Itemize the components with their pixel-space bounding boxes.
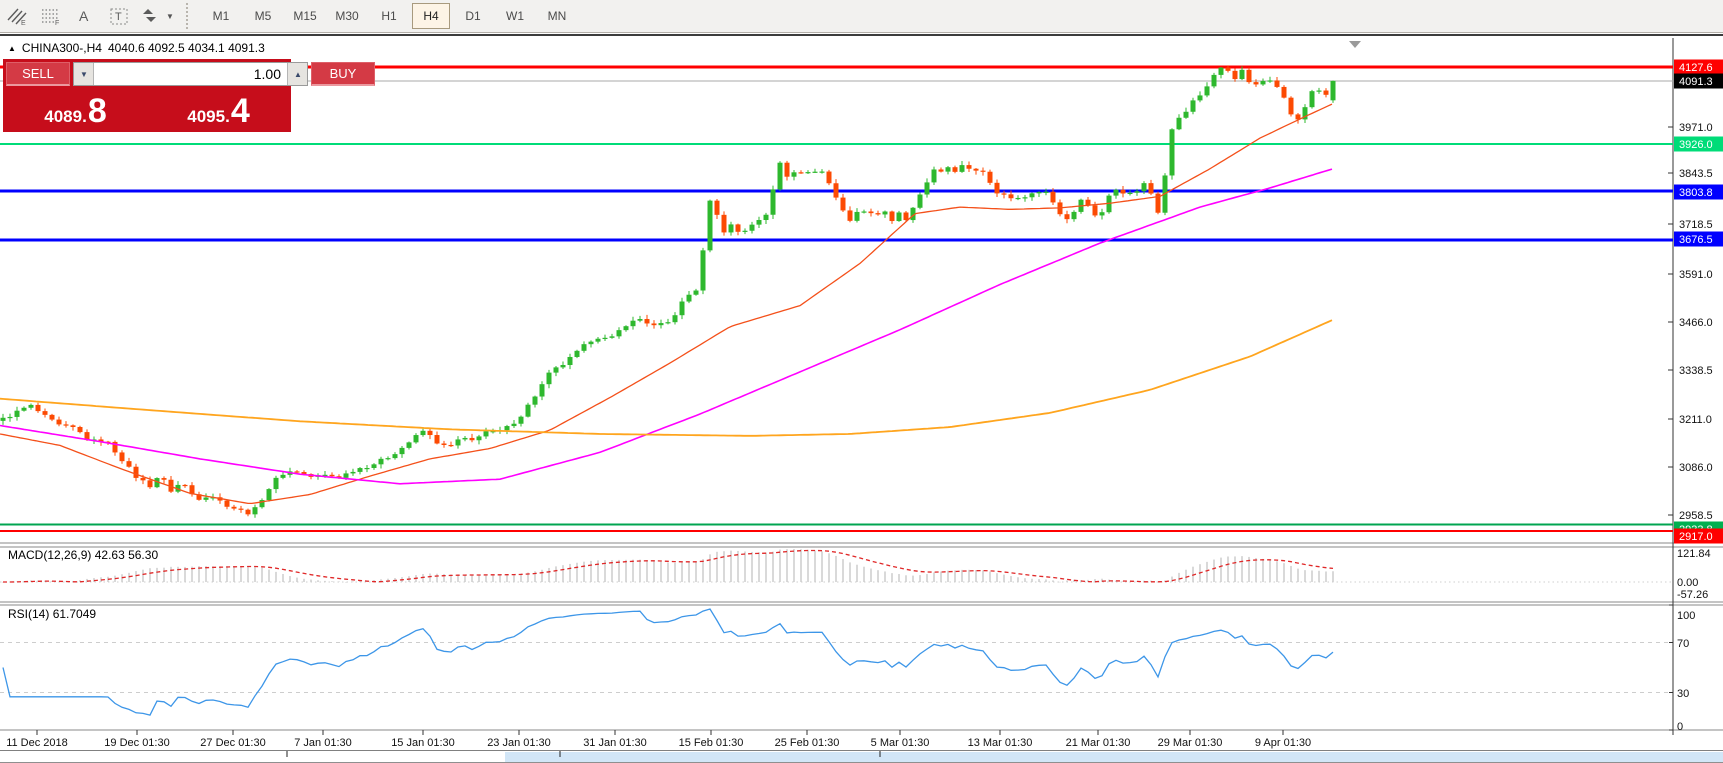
timeframe-d1[interactable]: D1 <box>465 9 481 23</box>
svg-text:11 Dec 2018: 11 Dec 2018 <box>6 737 68 749</box>
volume-input[interactable] <box>94 63 287 85</box>
ohlc-values: 4040.6 4092.5 4034.1 4091.3 <box>107 41 265 55</box>
rsi-line <box>2 608 1334 716</box>
svg-text:3338.5: 3338.5 <box>1679 365 1713 377</box>
volume-decrease-button[interactable]: ▼ <box>74 63 94 85</box>
time-axis: 11 Dec 2018 19 Dec 01:30 27 Dec 01:30 7 Jan… <box>6 730 1311 749</box>
fibonacci-button[interactable]: F <box>35 2 67 30</box>
chevron-down-icon[interactable]: ▼ <box>166 11 174 21</box>
svg-text:A: A <box>79 8 89 24</box>
svg-text:27 Dec 01:30: 27 Dec 01:30 <box>200 737 265 749</box>
timeframe-w1[interactable]: W1 <box>506 9 524 23</box>
macd-histogram <box>2 549 1334 583</box>
svg-text:T: T <box>115 11 122 23</box>
svg-text:70: 70 <box>1677 638 1689 650</box>
svg-text:19 Dec 01:30: 19 Dec 01:30 <box>104 737 169 749</box>
sell-price[interactable]: 4089 . 8 <box>44 92 107 130</box>
svg-text:3803.8: 3803.8 <box>1679 187 1713 199</box>
svg-text:-57.26: -57.26 <box>1677 589 1708 601</box>
macd-signal-line <box>3 549 1334 583</box>
arrows-button[interactable]: ▼ <box>137 2 179 30</box>
svg-text:0.00: 0.00 <box>1677 577 1698 589</box>
svg-text:F: F <box>55 20 59 26</box>
chart-title: ▲ CHINA300-,H4 4040.6 4092.5 4034.1 4091… <box>8 41 265 55</box>
fibonacci-icon: F <box>42 9 59 26</box>
chart-shift-marker <box>1349 41 1361 48</box>
timeframe-m15[interactable]: M15 <box>293 9 317 23</box>
svg-text:29 Mar 01:30: 29 Mar 01:30 <box>1158 737 1223 749</box>
text-icon: A <box>79 8 89 24</box>
timeframe-h4[interactable]: H4 <box>412 3 450 29</box>
svg-text:3211.0: 3211.0 <box>1679 414 1712 426</box>
trade-panel: SELL ▼ ▲ BUY 4089 . 8 4095 . 4 <box>3 59 375 132</box>
timeframe-group: M1 M5 M15 M30 H1 H4 D1 W1 MN <box>200 3 578 29</box>
ma-mid <box>0 168 1333 485</box>
svg-text:21 Mar 01:30: 21 Mar 01:30 <box>1066 737 1131 749</box>
svg-text:2917.0: 2917.0 <box>1679 531 1713 543</box>
svg-text:2958.5: 2958.5 <box>1679 510 1713 522</box>
svg-text:9 Apr 01:30: 9 Apr 01:30 <box>1255 737 1311 749</box>
timeframe-mn[interactable]: MN <box>547 9 567 23</box>
rsi-label: RSI(14) 61.7049 <box>8 607 97 621</box>
toolbar-separator <box>186 3 194 29</box>
svg-text:3971.0: 3971.0 <box>1679 122 1713 134</box>
buy-price[interactable]: 4095 . 4 <box>187 92 250 130</box>
svg-text:7 Jan 01:30: 7 Jan 01:30 <box>294 737 352 749</box>
chart-window: ▲ CHINA300-,H4 4040.6 4092.5 4034.1 4091… <box>0 34 1723 763</box>
text-label-icon: T <box>110 8 128 25</box>
svg-text:4091.3: 4091.3 <box>1679 76 1713 88</box>
svg-text:3926.0: 3926.0 <box>1679 139 1713 151</box>
svg-text:3086.0: 3086.0 <box>1679 462 1713 474</box>
text-label-button[interactable]: T <box>103 2 135 30</box>
price-axis: 3971.0 3843.5 3718.5 3591.0 3466.0 3338.5 3211… <box>1668 59 1723 733</box>
svg-text:100: 100 <box>1677 610 1695 622</box>
svg-text:15 Jan 01:30: 15 Jan 01:30 <box>391 737 455 749</box>
collapse-arrow-icon[interactable]: ▲ <box>8 43 16 53</box>
svg-text:3676.5: 3676.5 <box>1679 234 1713 246</box>
arrows-icon <box>143 9 157 22</box>
buy-button[interactable]: BUY <box>311 62 375 86</box>
svg-text:3843.5: 3843.5 <box>1679 168 1713 180</box>
equidistant-channel-button[interactable]: E <box>1 2 33 30</box>
chart-canvas[interactable]: 3971.0 3843.5 3718.5 3591.0 3466.0 3338.5 3211… <box>0 36 1723 763</box>
macd-label: MACD(12,26,9) 42.63 56.30 <box>8 548 159 562</box>
svg-text:3591.0: 3591.0 <box>1679 269 1713 281</box>
timeframe-m1[interactable]: M1 <box>212 9 230 23</box>
volume-box: ▼ ▲ <box>73 62 308 86</box>
svg-text:23 Jan 01:30: 23 Jan 01:30 <box>487 737 551 749</box>
svg-text:13 Mar 01:30: 13 Mar 01:30 <box>968 737 1033 749</box>
svg-text:30: 30 <box>1677 688 1689 700</box>
text-button[interactable]: A <box>69 2 101 30</box>
timeframe-m30[interactable]: M30 <box>335 9 359 23</box>
svg-text:5 Mar 01:30: 5 Mar 01:30 <box>871 737 930 749</box>
candles-layer <box>0 65 1336 518</box>
ma-slow <box>0 319 1333 437</box>
svg-text:0: 0 <box>1677 721 1683 733</box>
svg-text:3466.0: 3466.0 <box>1679 317 1713 329</box>
svg-text:31 Jan 01:30: 31 Jan 01:30 <box>583 737 647 749</box>
svg-text:3718.5: 3718.5 <box>1679 219 1713 231</box>
volume-increase-button[interactable]: ▲ <box>287 63 307 85</box>
timeframe-m5[interactable]: M5 <box>254 9 272 23</box>
equidistant-channel-icon: E <box>7 8 27 26</box>
svg-text:E: E <box>21 20 26 26</box>
svg-text:4127.6: 4127.6 <box>1679 62 1713 74</box>
toolbar: E F A T ▼ M1 M5 M15 M30 H1 H4 D1 W1 MN <box>0 0 1723 33</box>
timeframe-h1[interactable]: H1 <box>381 9 397 23</box>
sell-button[interactable]: SELL <box>6 62 70 86</box>
svg-text:15 Feb 01:30: 15 Feb 01:30 <box>679 737 744 749</box>
ma-fast <box>0 103 1333 505</box>
symbol-period-label: CHINA300-,H4 <box>21 41 102 55</box>
svg-text:25 Feb 01:30: 25 Feb 01:30 <box>775 737 840 749</box>
svg-text:121.84: 121.84 <box>1677 548 1711 560</box>
